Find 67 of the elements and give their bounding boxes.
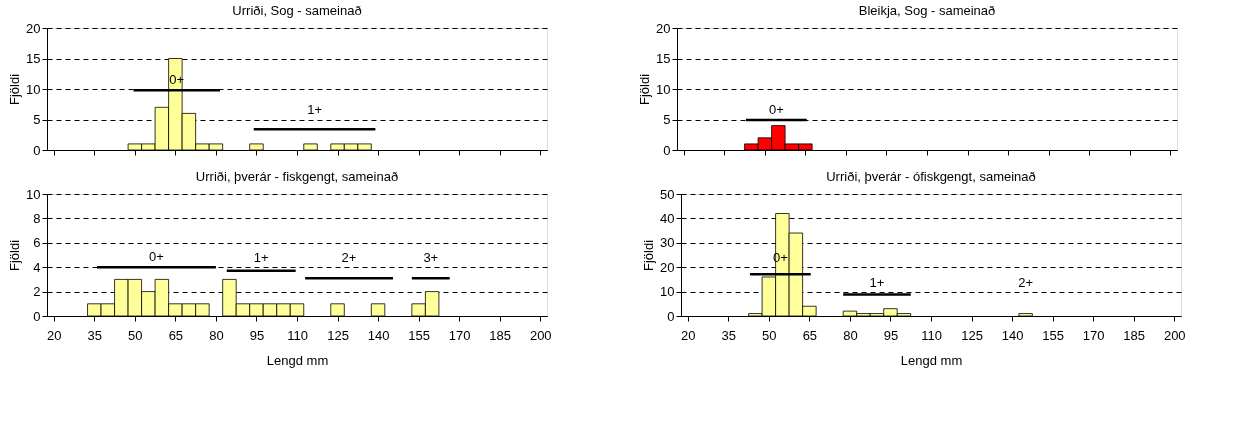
- y-tick-label: 2: [33, 284, 41, 300]
- annotation: 2+: [1018, 274, 1034, 290]
- y-tick-label: 30: [660, 235, 675, 251]
- chart-title: Bleikja, Sog - sameinað: [858, 3, 996, 18]
- y-tick-label: 40: [660, 210, 675, 226]
- y-tick-label: 15: [26, 51, 41, 66]
- y-tick-label: 6: [33, 235, 41, 251]
- series-label: 2+: [341, 250, 357, 266]
- y-tick-label: 20: [660, 259, 675, 275]
- series-label: 1+: [869, 274, 885, 290]
- y-tick-label: 10: [660, 284, 675, 300]
- x-tick-label: 50: [128, 327, 143, 343]
- y-tick-label: 5: [663, 112, 671, 127]
- x-axis-title: Lengd mm: [266, 352, 329, 368]
- y-axis-title: Fjöldi: [7, 73, 23, 106]
- series-label: 0+: [768, 102, 784, 118]
- y-tick-label: 15: [656, 51, 671, 66]
- series-label: 1+: [253, 249, 269, 265]
- x-axis-title: Lengd mm: [900, 352, 963, 368]
- x-tick-label: 140: [1001, 327, 1024, 343]
- y-tick-label: 0: [667, 308, 675, 324]
- x-tick-label: 50: [762, 327, 777, 343]
- y-tick-label: 10: [26, 81, 41, 97]
- y-tick-label: 10: [656, 81, 671, 97]
- x-tick-label: 185: [1123, 327, 1146, 343]
- x-tick-label: 35: [87, 327, 103, 343]
- x-tick-label: 125: [961, 327, 983, 343]
- x-tick-label: 65: [802, 327, 818, 343]
- chart-title: Urriði, þverár - ófiskgengt, sameinað: [826, 169, 1036, 184]
- y-tick-label: 0: [33, 142, 41, 158]
- y-axis-title: Fjöldi: [7, 239, 23, 272]
- chart-title: Urriði, þverár - fiskgengt, sameinað: [195, 169, 399, 184]
- y-tick-label: 10: [26, 186, 41, 202]
- x-tick-label: 95: [883, 327, 899, 343]
- x-tick-label: 155: [408, 327, 430, 343]
- x-tick-label: 170: [448, 327, 471, 343]
- x-tick-label: 80: [209, 327, 224, 343]
- x-tick-label: 200: [529, 327, 552, 343]
- chart-title: Urriði, Sog - sameinað: [232, 3, 362, 18]
- x-tick-label: 80: [843, 327, 858, 343]
- x-tick-label: 35: [721, 327, 737, 343]
- x-tick-label: 155: [1042, 327, 1064, 343]
- y-axis-title: Fjöldi: [637, 73, 653, 106]
- y-axis-title: Fjöldi: [641, 239, 657, 272]
- x-tick-label: 20: [681, 327, 696, 343]
- x-tick-label: 65: [168, 327, 184, 343]
- y-tick-label: 20: [26, 20, 41, 36]
- x-tick-label: 110: [921, 327, 942, 343]
- series-label: 0+: [169, 72, 185, 88]
- y-tick-label: 4: [33, 259, 41, 275]
- x-tick-label: 125: [327, 327, 349, 343]
- x-tick-label: 185: [489, 327, 512, 343]
- x-tick-label: 20: [47, 327, 62, 343]
- x-tick-label: 110: [287, 327, 308, 343]
- y-tick-label: 20: [656, 20, 671, 36]
- x-tick-label: 170: [1082, 327, 1105, 343]
- y-tick-label: 0: [33, 308, 41, 324]
- series-label: 0+: [149, 249, 164, 265]
- series-label: 1+: [307, 102, 322, 118]
- y-tick-label: 8: [33, 210, 41, 226]
- y-tick-label: 5: [33, 112, 41, 127]
- x-tick-label: 140: [367, 327, 390, 343]
- series-label: 3+: [423, 250, 439, 266]
- x-tick-label: 200: [1163, 327, 1186, 343]
- x-tick-label: 95: [249, 327, 265, 343]
- y-tick-label: 50: [660, 186, 675, 202]
- y-tick-label: 0: [663, 142, 671, 158]
